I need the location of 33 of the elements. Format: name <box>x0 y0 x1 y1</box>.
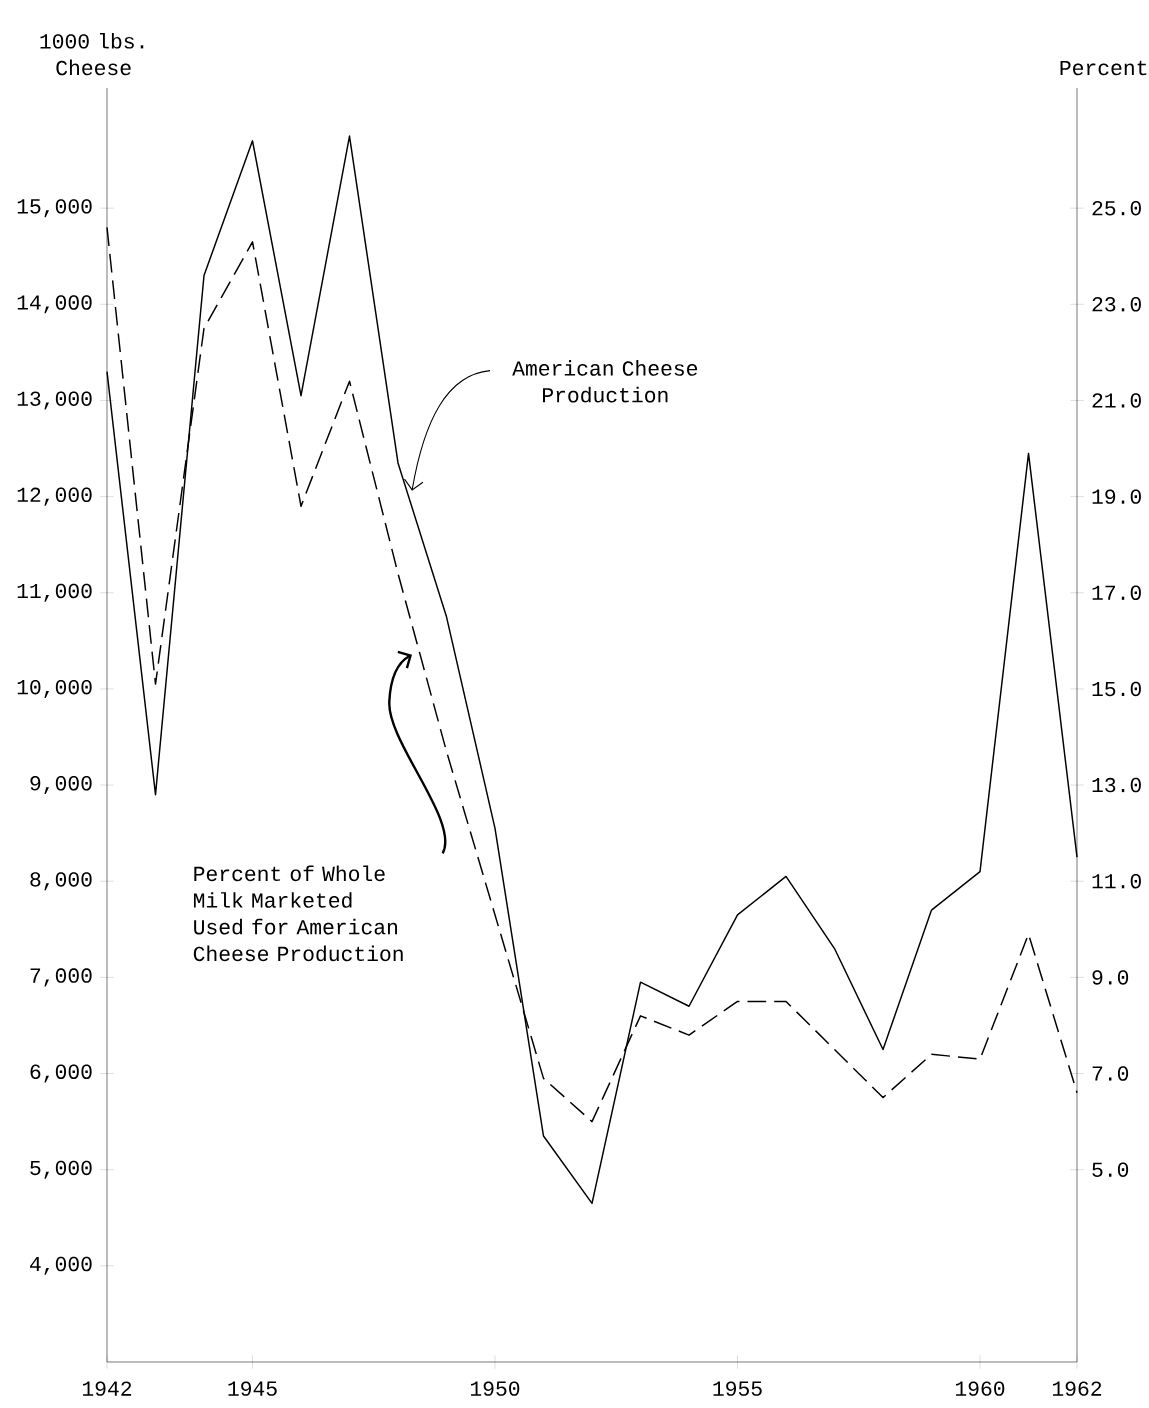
annotation: Percent of Whole Milk Marketed Used for American Cheese Production <box>193 865 403 962</box>
y-tick-label: 15,000 <box>17 199 92 218</box>
y-tick-label: 10,000 <box>17 679 92 698</box>
y2-tick-label: 17.0 <box>1092 585 1141 601</box>
annotation: American Cheese Production <box>512 360 698 403</box>
x-tick-label: 1950 <box>470 1381 520 1396</box>
x-tick-label: 1962 <box>1052 1381 1102 1396</box>
x-tick-label: 1960 <box>955 1381 1005 1396</box>
y-tick-label: 4,000 <box>30 1256 92 1275</box>
y-tick-label: 7,000 <box>30 968 92 987</box>
y-tick-label: 6,000 <box>30 1064 92 1083</box>
y-tick-label: 14,000 <box>17 295 92 314</box>
y-tick-label: 11,000 <box>17 583 92 602</box>
y2-tick-label: 23.0 <box>1092 297 1141 312</box>
y2-axis-title: Percent <box>1060 60 1147 76</box>
y-axis-title: 1000 lbs. Cheese <box>40 32 144 76</box>
y-tick-label: 13,000 <box>17 391 92 410</box>
y2-tick-label: 13.0 <box>1092 777 1141 793</box>
x-tick-label: 1945 <box>228 1381 277 1396</box>
y-tick-label: 12,000 <box>17 487 92 506</box>
y2-tick-label: 21.0 <box>1092 393 1141 408</box>
x-tick-label: 1942 <box>82 1381 132 1396</box>
y-tick-label: 5,000 <box>30 1160 92 1179</box>
y2-tick-label: 25.0 <box>1092 200 1141 216</box>
x-tick-label: 1955 <box>713 1381 762 1396</box>
y2-tick-label: 15.0 <box>1092 681 1141 697</box>
y-tick-label: 9,000 <box>30 776 92 795</box>
y2-tick-label: 11.0 <box>1092 874 1141 889</box>
y2-tick-label: 9.0 <box>1092 970 1129 985</box>
y-tick-label: 8,000 <box>30 872 92 891</box>
y2-tick-label: 19.0 <box>1092 489 1141 504</box>
y2-tick-label: 5.0 <box>1092 1162 1129 1177</box>
y2-tick-label: 7.0 <box>1092 1066 1129 1081</box>
